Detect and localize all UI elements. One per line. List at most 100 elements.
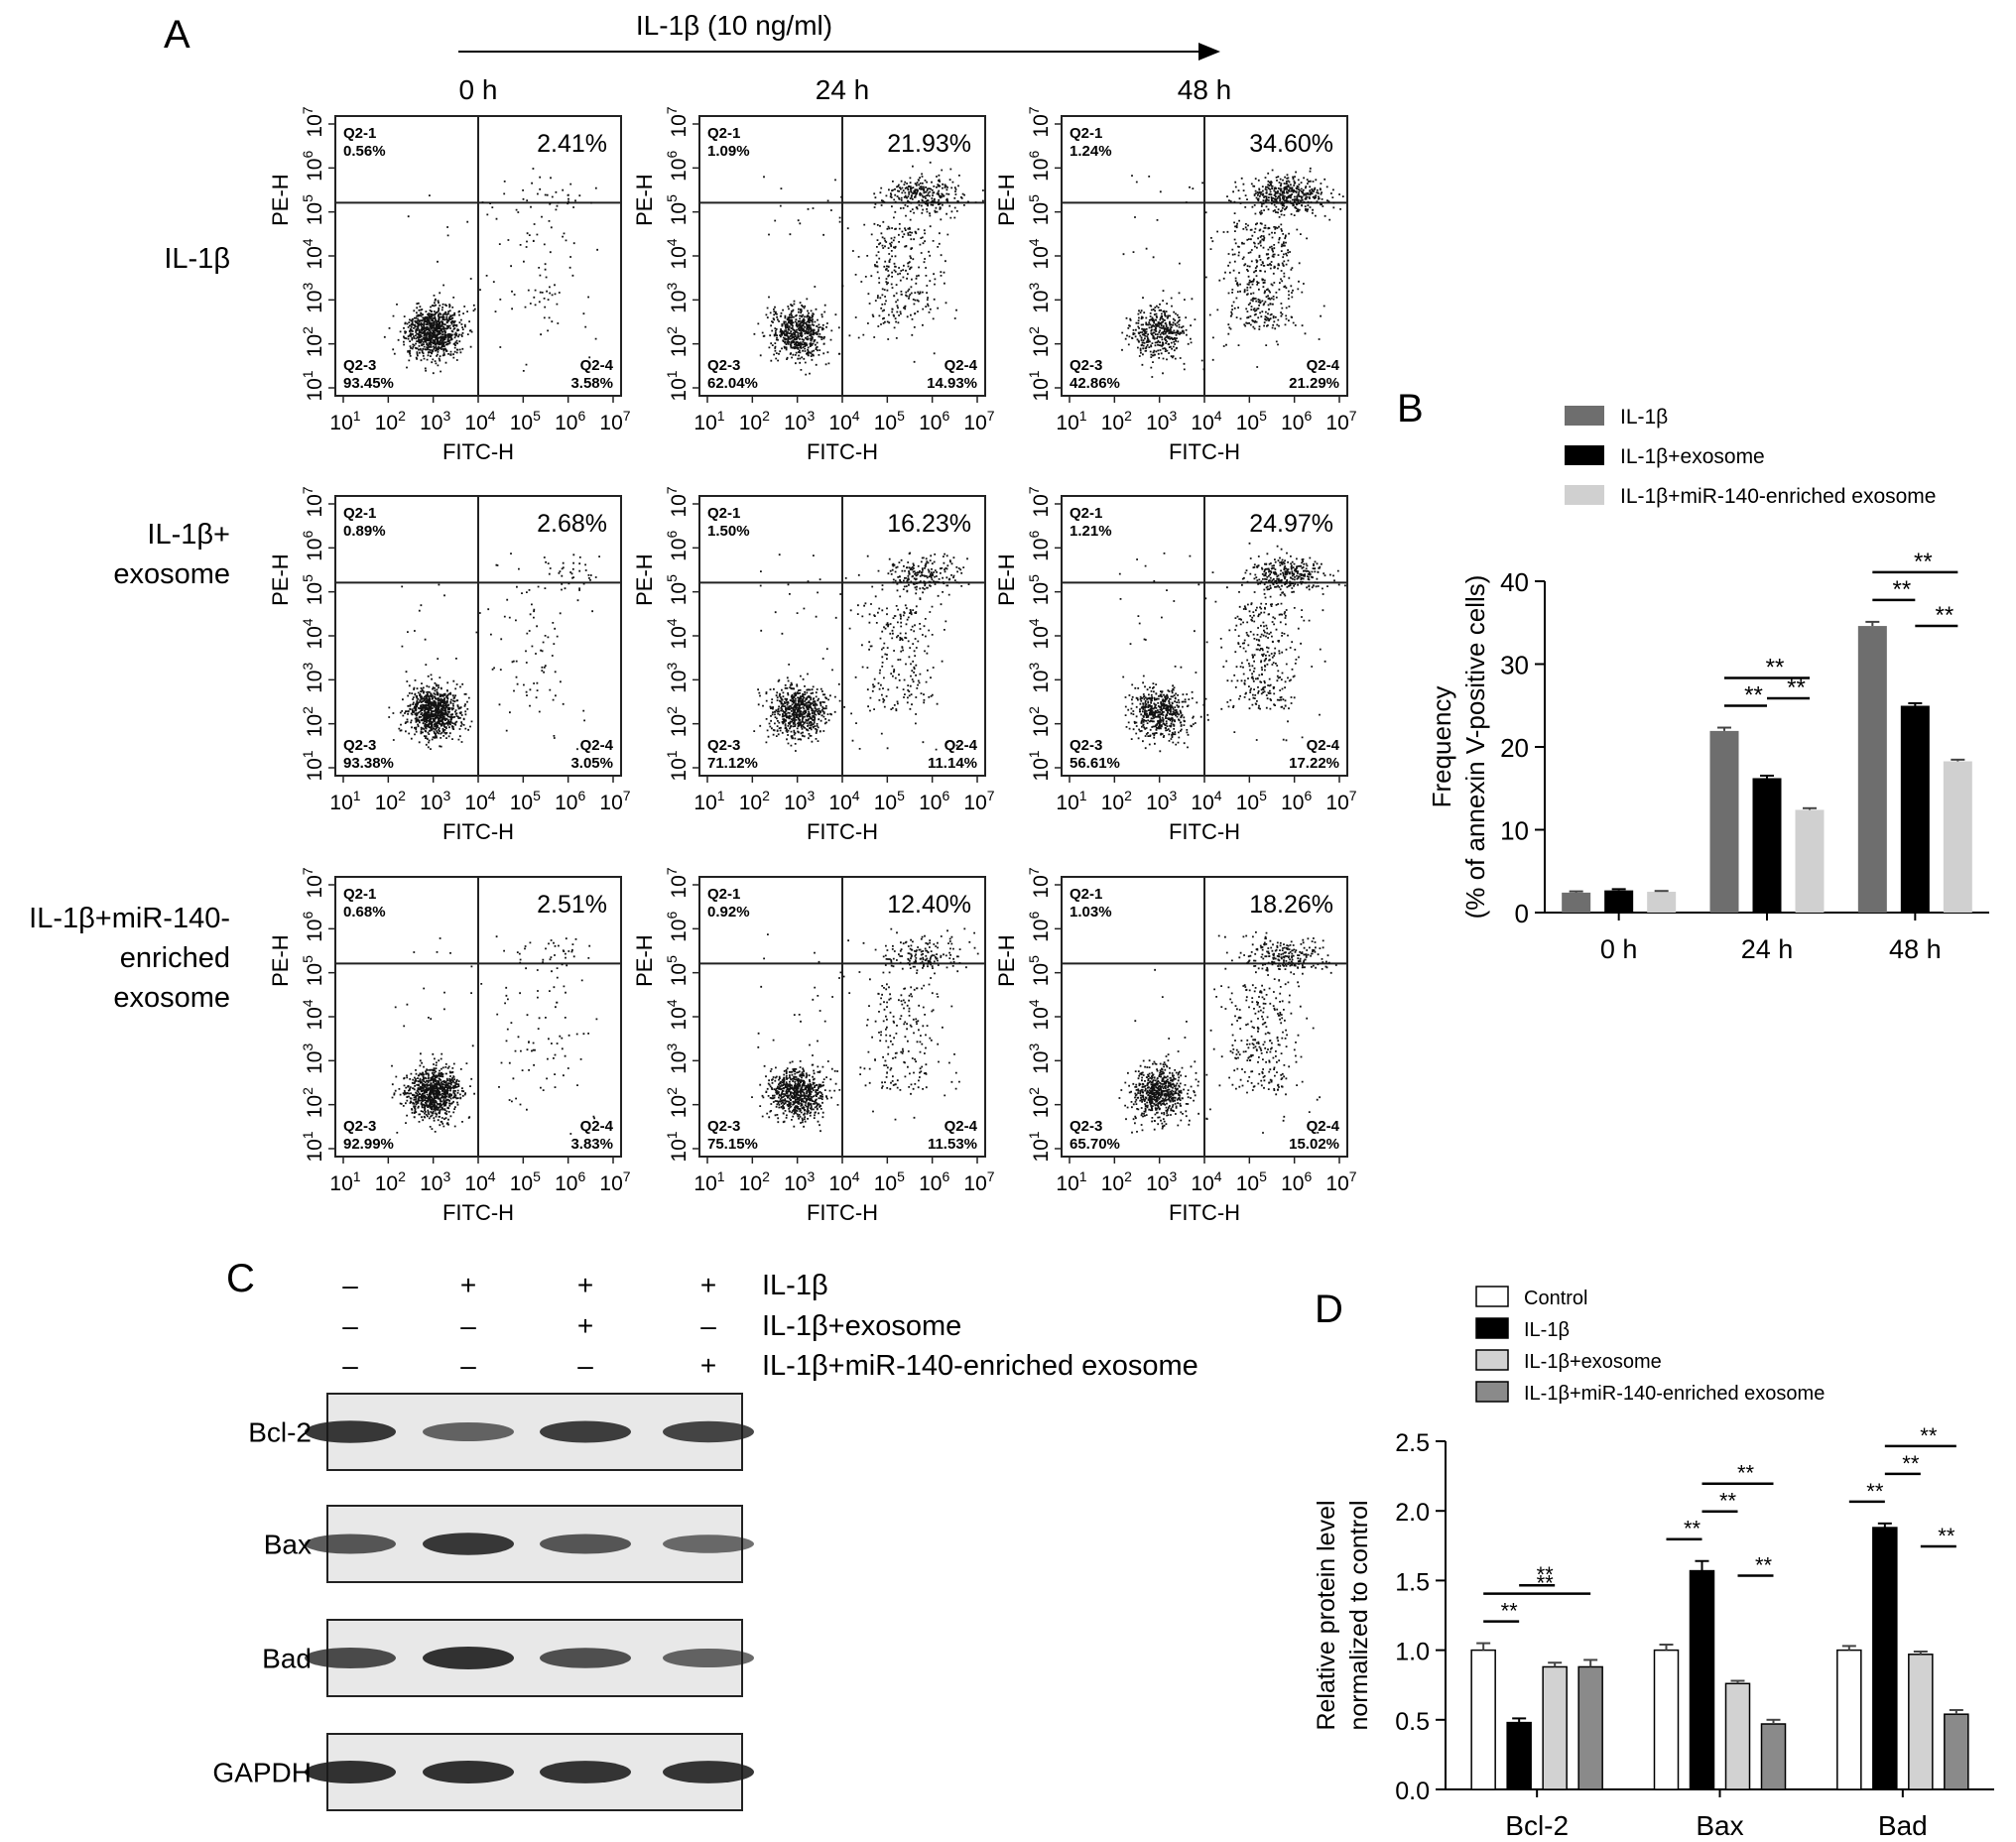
y-tick-label: 104: [664, 999, 691, 1030]
x-tick-exponent: 3: [442, 1168, 450, 1184]
quadrant-value-q2-4: 3.05%: [570, 755, 613, 772]
significance-label: **: [1866, 1479, 1884, 1504]
y-tick-label: 107: [300, 106, 326, 137]
bar: [1542, 1665, 1568, 1790]
quadrant-value-q2-4: 21.29%: [1289, 375, 1339, 392]
treatment-row-label: IL-1β+exosome: [762, 1310, 961, 1342]
y-tick-label: 106: [1026, 531, 1053, 561]
x-tick-label: 24 h: [1741, 934, 1794, 964]
y-tick-label: 106: [664, 531, 691, 561]
scatter-plot: Q2-11.09% 21.93%Q2-362.04%Q2-414.93%101 10…: [632, 106, 995, 464]
y-tick-label: 103: [300, 283, 326, 313]
x-tick-exponent: 1: [717, 1168, 725, 1184]
x-tick-label: 107: [1325, 788, 1356, 814]
x-tick-exponent: 1: [717, 788, 725, 803]
y-tick-exponent: 3: [664, 283, 680, 291]
x-tick-label: 104: [464, 1168, 495, 1195]
x-tick-label: 102: [375, 788, 406, 814]
x-tick-exponent: 1: [353, 788, 361, 803]
x-tick-exponent: 4: [1214, 788, 1222, 803]
quadrant-value-q2-3: 71.12%: [707, 755, 758, 772]
y-tick-label: 107: [1026, 486, 1053, 517]
treatment-sign: –: [460, 1350, 476, 1381]
y-tick-label: 106: [664, 151, 691, 182]
x-tick-label: 105: [1236, 408, 1267, 434]
x-tick-label: 101: [1056, 1168, 1086, 1195]
bar: [1724, 1682, 1751, 1790]
quadrant-value-q2-1: 0.92%: [707, 904, 750, 921]
y-tick-label: 102: [300, 706, 326, 737]
y-tick-exponent: 1: [300, 1131, 315, 1139]
y-axis-label: PE-H: [268, 174, 293, 226]
bar: [1857, 626, 1887, 913]
y-tick-exponent: 4: [1026, 618, 1042, 626]
legend-swatch: [1475, 1381, 1509, 1403]
bar: [1577, 1665, 1603, 1790]
x-tick-exponent: 3: [442, 788, 450, 803]
x-tick-exponent: 5: [1259, 788, 1267, 803]
x-axis-label: FITC-H: [442, 1200, 514, 1225]
blot-band: [305, 1420, 396, 1443]
y-tick-label: 106: [1026, 912, 1053, 942]
y-tick-exponent: 7: [1026, 486, 1042, 494]
scatter-plot: Q2-10.56% 2.41% Q2-393.45% Q2-43.58% 101 102 1…: [268, 106, 631, 464]
y-axis-label: normalized to control: [1345, 1500, 1373, 1730]
significance-label: **: [1892, 576, 1911, 603]
scatter-plot: Q2-10.68% 2.51% Q2-392.99% Q2-43.83% 101 102 1…: [268, 867, 631, 1225]
y-tick-label: 104: [300, 618, 326, 649]
y-tick-exponent: 4: [300, 999, 315, 1007]
y-tick-label: 102: [664, 326, 691, 357]
y-tick-exponent: 2: [664, 706, 680, 714]
y-tick-exponent: 2: [664, 326, 680, 334]
x-tick-exponent: 6: [1304, 1168, 1312, 1184]
quadrant-value-q2-2: 2.51%: [537, 891, 607, 919]
treatment-sign: +: [700, 1270, 716, 1300]
significance-label: **: [1935, 602, 1953, 629]
row-label: IL-1β: [164, 243, 230, 275]
x-tick-exponent: 4: [852, 788, 860, 803]
y-tick-label: 101: [300, 750, 326, 781]
quadrant-value-q2-2: 24.97%: [1249, 510, 1333, 538]
x-tick-label: 104: [1191, 408, 1221, 434]
x-tick-exponent: 3: [807, 408, 815, 424]
bar: [1944, 1713, 1969, 1790]
blot-band: [663, 1649, 754, 1667]
scatter-plot: Q2-11.50% 16.23%Q2-371.12%Q2-411.14%101 10…: [632, 486, 995, 844]
quadrant-name-q2-4: Q2-4: [580, 1118, 614, 1135]
significance-label: **: [1755, 1552, 1773, 1577]
y-tick-exponent: 6: [300, 531, 315, 539]
x-tick-exponent: 2: [1124, 1168, 1132, 1184]
y-tick-exponent: 6: [1026, 531, 1042, 539]
blot-band: [663, 1420, 754, 1443]
y-tick-exponent: 1: [664, 1131, 680, 1139]
x-tick-exponent: 6: [1304, 788, 1312, 803]
y-tick-label: 101: [664, 750, 691, 781]
y-tick-label: 106: [300, 151, 326, 182]
x-tick-exponent: 1: [353, 1168, 361, 1184]
y-tick-label: 101: [664, 370, 691, 401]
quadrant-name-q2-3: Q2-3: [343, 357, 376, 374]
quadrant-name-q2-1: Q2-1: [343, 125, 376, 142]
quadrant-value-q2-3: 62.04%: [707, 375, 758, 392]
quadrant-value-q2-3: 92.99%: [343, 1136, 394, 1153]
quadrant-value-q2-2: 16.23%: [887, 510, 971, 538]
x-tick-exponent: 7: [623, 788, 631, 803]
x-tick-exponent: 1: [717, 408, 725, 424]
x-tick-label: 103: [1146, 1168, 1177, 1195]
x-tick-label: 105: [874, 1168, 905, 1195]
x-tick-label: 106: [919, 788, 949, 814]
y-tick-exponent: 7: [1026, 106, 1042, 114]
treatment-arrowhead: [1198, 43, 1220, 61]
y-tick-label: 107: [300, 867, 326, 898]
legend-label: IL-1β+exosome: [1620, 445, 1765, 468]
x-tick-label: 107: [599, 408, 630, 434]
y-tick-exponent: 4: [1026, 238, 1042, 246]
x-tick-label: 107: [963, 1168, 994, 1195]
x-tick-exponent: 5: [1259, 408, 1267, 424]
y-tick-label: 105: [1026, 574, 1053, 605]
panel-letter-a: A: [164, 13, 190, 57]
y-tick-exponent: 4: [1026, 999, 1042, 1007]
quadrant-value-q2-3: 75.15%: [707, 1136, 758, 1153]
x-tick-exponent: 5: [533, 408, 541, 424]
y-tick-label: 103: [1026, 1044, 1053, 1074]
